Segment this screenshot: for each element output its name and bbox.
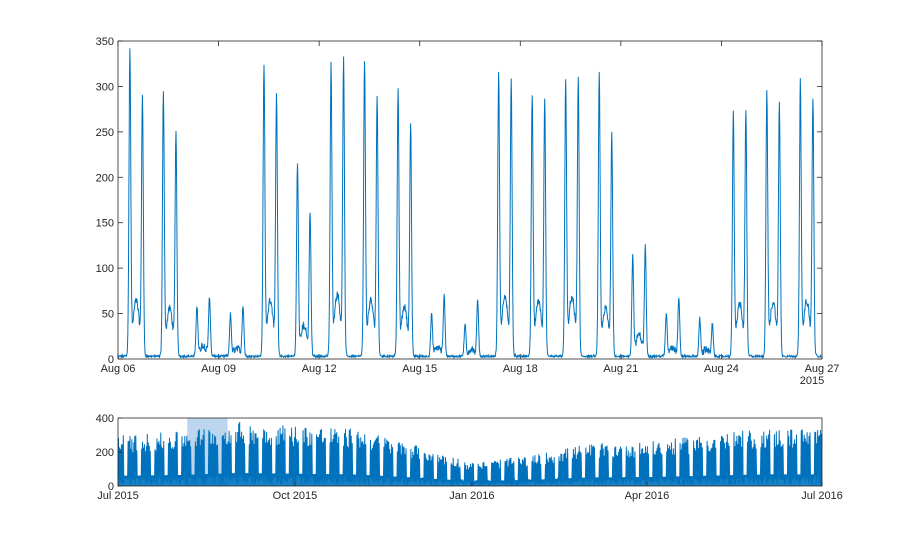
main-xtick-label: Aug 21 bbox=[603, 363, 638, 375]
main-ytick-label: 350 bbox=[96, 36, 114, 48]
main-ytick-label: 100 bbox=[96, 263, 114, 275]
overview-xtick-label: Jul 2015 bbox=[97, 490, 139, 502]
main-xtick-label: Aug 06 bbox=[101, 363, 136, 375]
overview-series-line bbox=[117, 421, 822, 486]
main-xtick-label: Aug 24 bbox=[704, 363, 739, 375]
overview-xtick-label: Jul 2016 bbox=[801, 490, 843, 502]
main-axes: 0 50 100 150 200 250 300 350 Aug 06 Aug 09 Aug 12 A… bbox=[96, 36, 840, 387]
overview-ytick-label: 0 bbox=[108, 481, 114, 493]
main-xtick-label: Aug 27 bbox=[805, 363, 840, 375]
main-ytick-label: 250 bbox=[96, 127, 114, 139]
main-series-line bbox=[118, 48, 822, 360]
main-xtick-label: Aug 18 bbox=[503, 363, 538, 375]
main-xtick-label: Aug 15 bbox=[402, 363, 437, 375]
main-xtick-label: Aug 09 bbox=[201, 363, 236, 375]
overview-axes: 0 200 400 Jul 2015 Oct 2015 Jan 2016 Apr 2016 J… bbox=[96, 413, 843, 502]
overview-series-area bbox=[118, 421, 822, 486]
main-xtick-label: Aug 12 bbox=[302, 363, 337, 375]
main-ytick-label: 50 bbox=[102, 309, 114, 321]
overview-xtick-label: Oct 2015 bbox=[273, 490, 318, 502]
main-ytick-label: 200 bbox=[96, 172, 114, 184]
main-year-label: 2015 bbox=[800, 375, 824, 387]
main-axes-box bbox=[117, 40, 823, 360]
overview-xtick-label: Jan 2016 bbox=[449, 490, 494, 502]
main-ytick-label: 0 bbox=[108, 354, 114, 366]
main-ytick-label: 150 bbox=[96, 218, 114, 230]
overview-ytick-label: 200 bbox=[96, 447, 114, 459]
overview-ytick-label: 400 bbox=[96, 413, 114, 425]
overview-xtick-label: Apr 2016 bbox=[625, 490, 670, 502]
main-ytick-label: 300 bbox=[96, 81, 114, 93]
